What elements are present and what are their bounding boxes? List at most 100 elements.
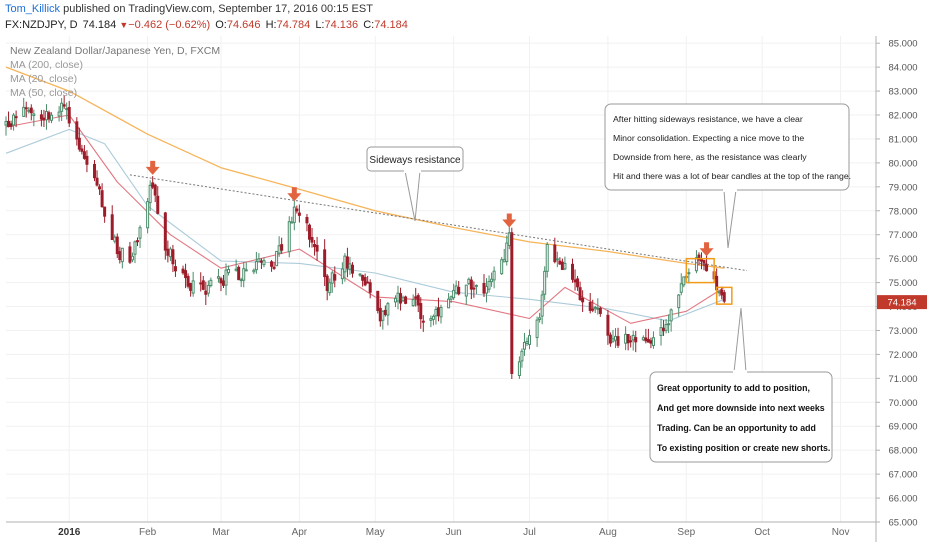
callout-seam [723,188,737,192]
candle-body [431,315,435,320]
y-tick-label: 76.000 [888,254,917,265]
candle-body [110,214,114,241]
candle-body [669,309,673,322]
candle-body [14,116,18,119]
candle-body [482,282,486,294]
candle-body [148,184,152,204]
legend-ma200[interactable]: MA (200, close) [10,59,83,71]
candle-body [345,256,349,269]
candle-body [313,244,317,248]
candle-body [42,117,46,121]
candle-body [27,109,31,112]
y-tick-label: 68.000 [888,446,917,457]
candle-body [204,290,208,295]
candle-body [191,280,195,294]
candle-body [576,278,580,288]
candle-body [113,236,117,242]
note-bottom-line: To existing position or create new short… [657,443,830,453]
candle-body [189,282,193,291]
annotations: Sideways resistance After hitting sideway… [129,103,851,463]
candle-body [469,279,473,290]
candle-body [328,282,332,294]
note-bottom-line: Trading. Can be an opportunity to add [657,423,816,433]
candle-body [383,309,387,315]
y-tick-label: 77.000 [888,230,917,241]
callout-seam [404,169,421,173]
y-tick-label: 75.000 [888,278,917,289]
candle-body [363,277,367,286]
candle-body [436,307,440,317]
candle-body [472,287,476,290]
candle-body [254,261,258,271]
candle-body [717,291,721,294]
candle-body [631,334,635,341]
candle-body [4,121,8,126]
candle-body [702,260,706,266]
candle-body [662,327,666,332]
candle-body [358,273,362,276]
candle-body [350,264,354,274]
candle-body [646,338,650,343]
low-value: 74.136 [324,19,359,31]
candles [4,95,726,380]
x-tick-label: May [366,527,385,538]
candle-body [581,297,585,303]
candle-body [606,314,610,336]
candle-body [166,248,170,256]
symbol-line: FX:NZDJPY, D 74.184 ▼−0.462 (−0.62%) O:7… [5,19,408,31]
highlight-box [715,286,733,305]
candle-body [419,303,423,320]
price-chart[interactable]: Sideways resistance After hitting sideway… [0,36,932,550]
legend-instrument: New Zealand Dollar/Japanese Yen, D, FXCM [10,45,220,57]
legend-ma50[interactable]: MA (50, close) [10,87,77,99]
candle-body [24,107,28,110]
candle-body [199,282,203,285]
candle-body [588,302,592,311]
candle-body [136,240,140,243]
candle-body [449,296,453,300]
candle-body [259,260,263,263]
x-tick-label: Sep [677,527,695,538]
candle-body [244,269,248,272]
candle-body [429,318,433,321]
candle-body [641,337,645,341]
author-link[interactable]: Tom_Killick [5,3,61,15]
candle-body [366,281,370,284]
candle-body [184,270,188,279]
candle-body [239,279,243,282]
candle-body [540,294,544,317]
highlight-box [685,257,715,284]
candle-body [171,249,175,265]
candle-body [133,241,137,255]
candle-body [720,289,724,296]
candle-body [528,335,532,345]
candle-body [156,195,160,214]
candle-body [272,266,276,269]
candle-body [682,276,686,286]
candle-body [687,272,691,275]
candle-body [644,337,648,342]
last-price-tag [877,295,927,310]
candle-body [280,244,284,251]
candle-body [573,279,577,283]
candle-body [535,319,539,338]
y-tick-label: 69.000 [888,422,917,433]
low-label: L: [315,19,325,31]
candle-body [115,236,119,255]
candle-body [307,224,311,240]
x-tick-label: Apr [292,527,308,538]
candle-body [558,260,562,265]
ma200-line [5,66,725,269]
legend-ma20[interactable]: MA (20, close) [10,73,77,85]
close-label: C: [363,19,375,31]
candle-body [386,303,390,316]
candle-body [421,320,425,323]
candle-body [659,327,663,337]
candle-body [252,269,256,273]
candle-body [315,244,319,252]
candle-body [343,255,347,273]
axes: 65.000 66.000 67.000 68.000 69.000 70.000 71.0… [6,36,927,542]
candle-body [629,340,633,343]
symbol[interactable]: FX:NZDJPY, D [5,19,78,31]
candle-body [553,244,557,263]
